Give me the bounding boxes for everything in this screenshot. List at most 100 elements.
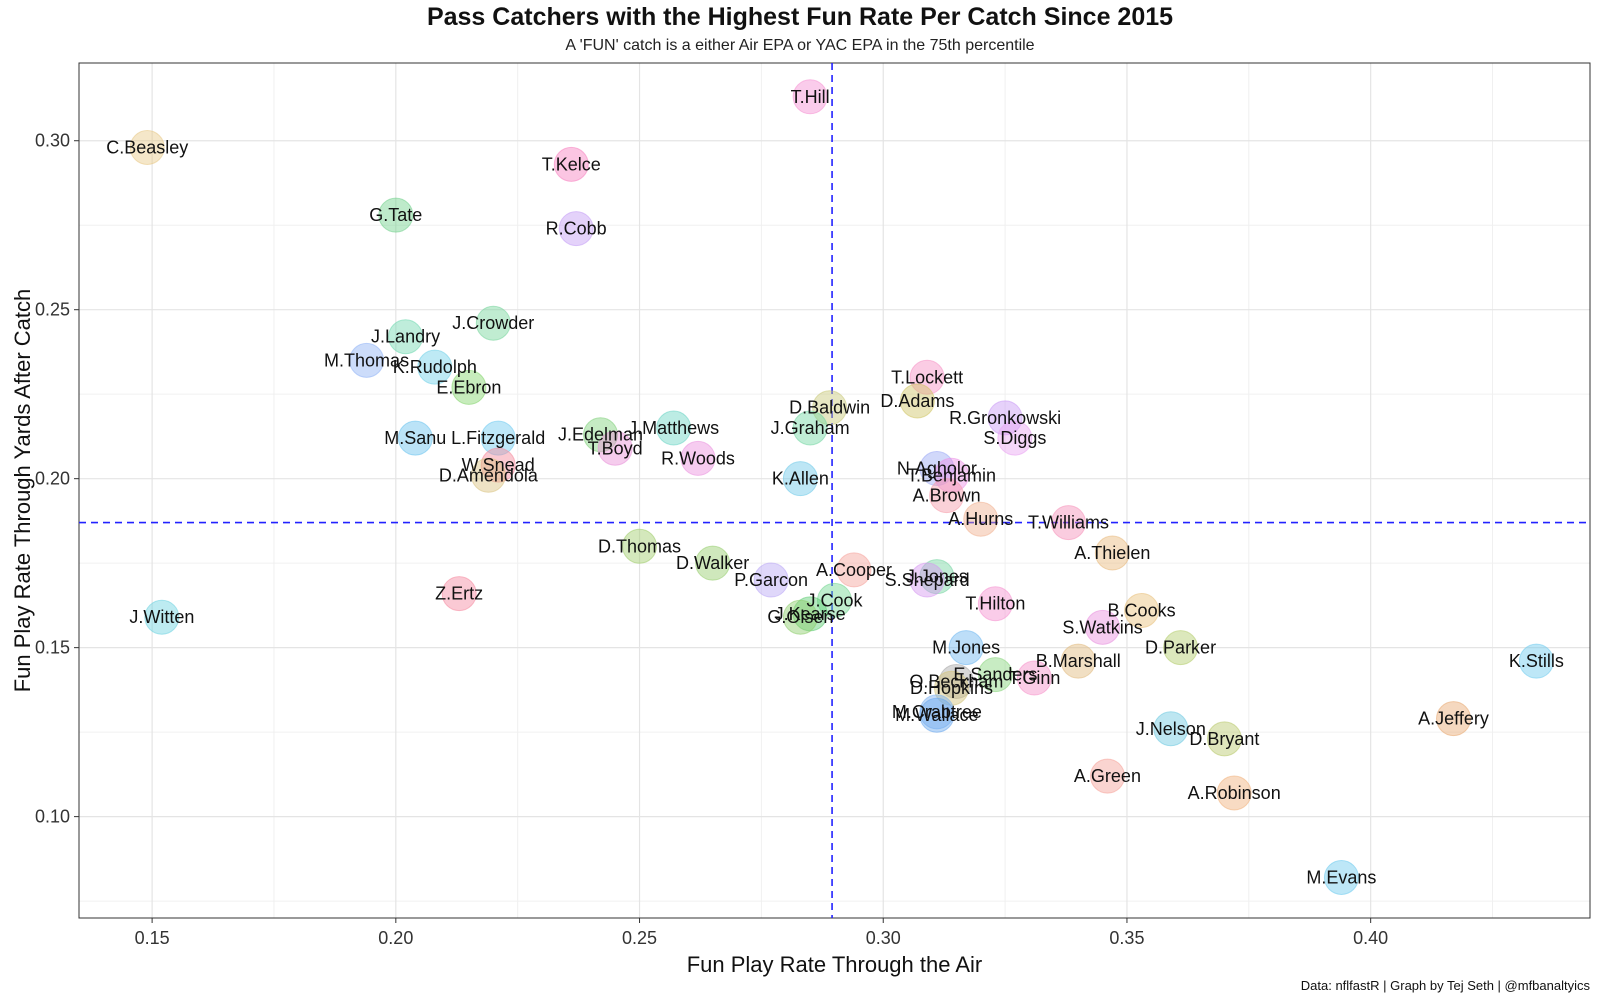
x-tick-label: 0.35 — [1109, 928, 1144, 948]
player-point — [622, 528, 658, 564]
player-point — [558, 211, 594, 247]
y-tick-label: 0.20 — [35, 469, 70, 489]
player-label: A.Thielen — [1074, 543, 1150, 563]
player-label: Z.Ertz — [435, 584, 483, 604]
x-tick-label: 0.15 — [135, 928, 170, 948]
chart-title: Pass Catchers with the Highest Fun Rate … — [426, 3, 1174, 31]
player-label: T.Hill — [791, 87, 830, 107]
player-label: J.Landry — [371, 327, 440, 347]
player-point — [792, 410, 828, 446]
player-point — [1518, 643, 1554, 679]
player-point — [470, 457, 506, 493]
player-point — [1060, 643, 1096, 679]
player-label: T.Ginn — [1008, 668, 1060, 688]
player-point — [963, 501, 999, 537]
y-tick-label: 0.30 — [35, 131, 70, 151]
player-label: A.Robinson — [1188, 783, 1281, 803]
player-label: M.Crabtree — [892, 702, 982, 722]
player-label: M.Wallace — [895, 705, 978, 725]
player-label: K.Stills — [1509, 651, 1564, 671]
player-label: D.Adams — [880, 391, 954, 411]
player-point — [1094, 535, 1130, 571]
point-labels: C.Beasley T.Hill T.Kelce G.Tate R.Cobb J.Crow… — [106, 87, 1564, 888]
player-label: K.Rudolph — [393, 357, 477, 377]
player-label: S.Watkins — [1062, 617, 1142, 637]
reference-lines — [79, 63, 1590, 918]
player-label: L.Fitzgerald — [451, 428, 545, 448]
player-point — [583, 417, 619, 453]
player-label: J.Kearse — [775, 604, 846, 624]
x-axis-title: Fun Play Rate Through the Air — [687, 952, 983, 977]
player-label: M.Jones — [932, 638, 1000, 658]
player-label: D.Baldwin — [789, 398, 870, 418]
player-point — [919, 451, 955, 487]
player-point — [480, 420, 516, 456]
player-label: T.Benjamin — [907, 465, 996, 485]
player-point — [836, 552, 872, 588]
player-label: D.Walker — [676, 553, 749, 573]
player-label: D.Amendola — [439, 465, 539, 485]
player-point — [441, 576, 477, 612]
player-label: J.Matthews — [628, 418, 719, 438]
y-tick-label: 0.25 — [35, 300, 70, 320]
player-point — [388, 319, 424, 355]
player-label: J.Cook — [806, 590, 863, 610]
player-point — [475, 305, 511, 341]
player-label: R.Gronkowski — [949, 408, 1061, 428]
player-label: T.Hilton — [965, 594, 1025, 614]
y-axis-title: Fun Play Rate Through Yards After Catch — [10, 289, 35, 693]
player-point — [899, 383, 935, 419]
player-point — [782, 461, 818, 497]
player-label: G.Olsen — [767, 607, 833, 627]
player-label: J.Crowder — [452, 313, 534, 333]
player-label: T.Lockett — [891, 367, 963, 387]
x-tick-label: 0.40 — [1353, 928, 1388, 948]
player-point — [1050, 505, 1086, 541]
player-label: B.Cooks — [1108, 600, 1176, 620]
player-label: B.Marshall — [1036, 651, 1121, 671]
axis-ticks: 0.15 0.20 0.25 0.30 0.35 0.40 0.10 0.15 0.20 0.25… — [35, 131, 1388, 948]
player-label: A.Jeffery — [1418, 709, 1489, 729]
player-point — [1153, 711, 1189, 747]
player-label: A.Green — [1074, 766, 1141, 786]
player-label: T.Williams — [1028, 513, 1109, 533]
player-label: J.Witten — [129, 607, 194, 627]
player-label: A.Hurns — [948, 509, 1013, 529]
player-label: M.Sanu — [384, 428, 446, 448]
player-label: D.Parker — [1145, 638, 1216, 658]
y-tick-label: 0.10 — [35, 807, 70, 827]
player-label: D.Bryant — [1189, 729, 1259, 749]
player-label: O.Beckham — [909, 671, 1003, 691]
player-point — [597, 430, 633, 466]
player-label: D.Hopkins — [910, 678, 993, 698]
player-point — [782, 599, 818, 635]
player-point — [144, 599, 180, 635]
player-point — [656, 410, 692, 446]
player-label: T.Boyd — [588, 438, 643, 458]
player-label: K.Allen — [772, 469, 829, 489]
player-label: M.Thomas — [324, 350, 409, 370]
player-point — [812, 390, 848, 426]
player-label: P.Garcon — [734, 570, 808, 590]
player-point — [987, 400, 1023, 436]
player-point — [929, 478, 965, 514]
player-label: J.Graham — [771, 418, 850, 438]
player-point — [753, 562, 789, 598]
player-label: J.Nelson — [1136, 719, 1206, 739]
player-point — [378, 197, 414, 233]
player-label: T.Kelce — [542, 154, 601, 174]
player-point — [1323, 859, 1359, 895]
player-point — [977, 586, 1013, 622]
player-point — [1216, 775, 1252, 811]
player-point — [792, 79, 828, 115]
player-label: M.Evans — [1306, 867, 1376, 887]
player-point — [417, 349, 453, 385]
player-point — [909, 562, 945, 598]
player-point — [1436, 701, 1472, 737]
y-tick-label: 0.15 — [35, 638, 70, 658]
player-point — [933, 670, 969, 706]
player-point — [553, 146, 589, 182]
player-label: N.Agholor — [897, 459, 977, 479]
player-point — [397, 420, 433, 456]
player-point — [1085, 609, 1121, 645]
